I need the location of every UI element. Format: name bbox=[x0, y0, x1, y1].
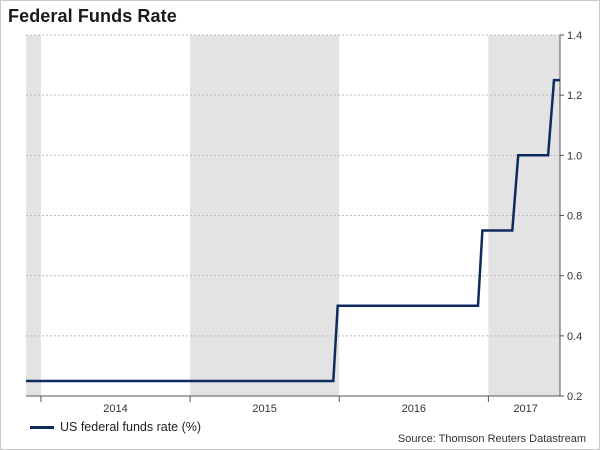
x-tick-label-3: 2017 bbox=[513, 403, 537, 415]
y-tick-label-0: 0.2 bbox=[567, 391, 582, 403]
source-note: Source: Thomson Reuters Datastream bbox=[397, 433, 586, 445]
y-tick-label-3: 0.8 bbox=[567, 211, 582, 223]
x-tick-label-2: 2016 bbox=[402, 403, 426, 415]
legend-label: US federal funds rate (%) bbox=[60, 420, 202, 434]
legend: US federal funds rate (%) bbox=[30, 420, 201, 434]
y-tick-label-2: 0.6 bbox=[567, 271, 582, 283]
y-tick-label-6: 1.4 bbox=[567, 30, 582, 42]
x-tick-label-0: 2014 bbox=[103, 403, 127, 415]
y-tick-label-1: 0.4 bbox=[567, 331, 582, 343]
series-line-0 bbox=[26, 78, 560, 383]
x-tick-label-1: 2015 bbox=[252, 403, 276, 415]
chart-title: Federal Funds Rate bbox=[8, 6, 177, 26]
legend-swatch bbox=[30, 425, 54, 429]
shaded-region-1 bbox=[190, 35, 340, 396]
shaded-region-2 bbox=[488, 35, 560, 396]
y-tick-label-5: 1.2 bbox=[567, 90, 582, 102]
shaded-region-0 bbox=[26, 35, 41, 396]
y-tick-label-4: 1.0 bbox=[567, 150, 582, 162]
